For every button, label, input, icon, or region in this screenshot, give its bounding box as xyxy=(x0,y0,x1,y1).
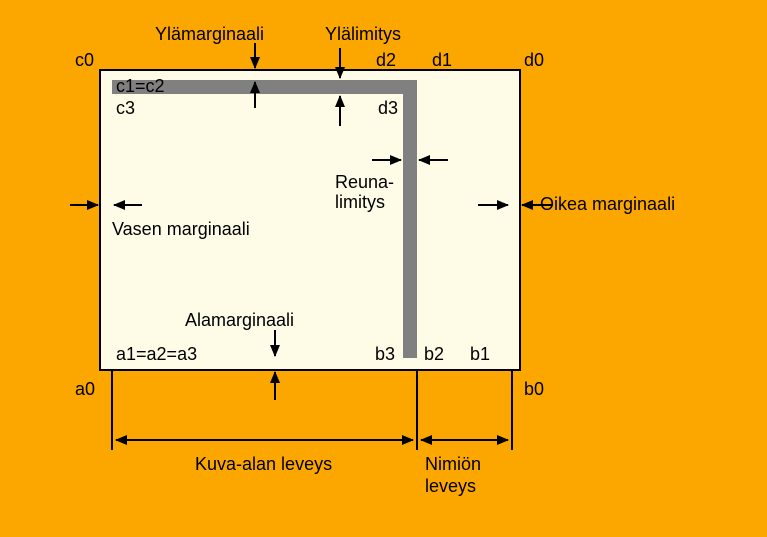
corner-c0: c0 xyxy=(75,50,94,70)
label-bottom-margin: Alamarginaali xyxy=(185,310,294,330)
corner-d2: d2 xyxy=(376,50,396,70)
label-right-margin: Oikea marginaali xyxy=(540,194,675,214)
label-top-margin: Ylämarginaali xyxy=(155,24,264,44)
margin-diagram: c0 c1=c2 d2 d1 d0 c3 d3 a1=a2=a3 b3 b2 b… xyxy=(0,0,767,537)
label-title-width-2: leveys xyxy=(425,476,476,496)
label-title-width-1: Nimiön xyxy=(425,454,481,474)
corner-c1c2: c1=c2 xyxy=(116,76,165,96)
corner-b0: b0 xyxy=(524,379,544,399)
label-edge-overlap-2: limitys xyxy=(335,192,385,212)
corner-b3: b3 xyxy=(375,344,395,364)
corner-a0: a0 xyxy=(75,379,95,399)
corner-d1: d1 xyxy=(432,50,452,70)
label-edge-overlap-1: Reuna- xyxy=(335,172,394,192)
label-left-margin: Vasen marginaali xyxy=(112,219,250,239)
label-top-overlap: Ylälimitys xyxy=(325,24,401,44)
corner-b1: b1 xyxy=(470,344,490,364)
corner-a1a2a3: a1=a2=a3 xyxy=(116,344,197,364)
corner-c3: c3 xyxy=(116,98,135,118)
label-image-width: Kuva-alan leveys xyxy=(195,454,332,474)
corner-b2: b2 xyxy=(424,344,444,364)
corner-d0: d0 xyxy=(524,50,544,70)
corner-d3: d3 xyxy=(378,98,398,118)
